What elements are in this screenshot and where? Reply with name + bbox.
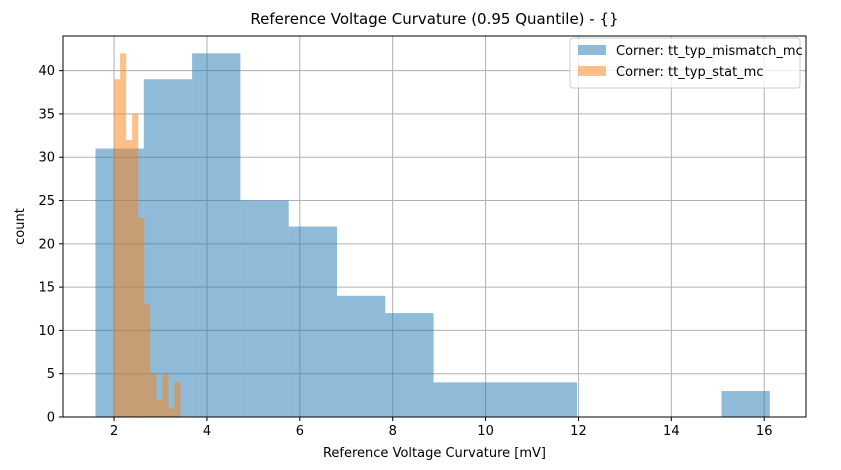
legend-swatch-mismatch — [578, 45, 606, 55]
y-axis-label: count — [13, 208, 28, 245]
bar-stat — [150, 373, 157, 417]
y-tick-label: 35 — [38, 107, 55, 122]
x-tick-label: 14 — [663, 424, 680, 439]
bar-stat — [174, 382, 181, 417]
bar-mismatch — [288, 226, 337, 417]
legend-swatch-stat — [578, 66, 606, 76]
bar-mismatch — [433, 382, 578, 417]
y-tick-label: 30 — [38, 151, 55, 166]
bar-mismatch — [192, 53, 241, 418]
x-tick-label: 10 — [477, 424, 494, 439]
legend: Corner: tt_typ_mismatch_mc Corner: tt_ty… — [569, 37, 803, 89]
x-tick-label: 4 — [203, 424, 211, 439]
y-tick-label: 20 — [38, 237, 55, 252]
bar-stat — [144, 304, 151, 417]
legend-box — [569, 37, 801, 89]
bar-mismatch — [336, 295, 386, 417]
bar-stat — [156, 399, 163, 417]
bar-mismatch — [385, 313, 434, 417]
axes-frame — [62, 35, 807, 418]
y-tick-label: 0 — [47, 411, 55, 426]
chart-title: Reference Voltage Curvature (0.95 Quanti… — [250, 10, 618, 28]
bar-mismatch — [721, 391, 770, 417]
y-tick-label: 5 — [47, 367, 55, 382]
bar-stat — [126, 139, 133, 417]
bar-stat — [162, 373, 169, 417]
x-axis-label: Reference Voltage Curvature [mV] — [323, 446, 546, 461]
x-tick-label: 6 — [296, 424, 304, 439]
bar-stat — [114, 79, 121, 417]
x-tick-label: 12 — [570, 424, 587, 439]
bar-mismatch — [143, 79, 193, 417]
y-tick-label: 25 — [38, 194, 55, 209]
x-tick-label: 16 — [756, 424, 773, 439]
y-axis-ticks: 0 5 10 15 20 25 30 35 40 — [38, 64, 63, 426]
y-tick-label: 15 — [38, 281, 55, 296]
bar-stat — [132, 113, 139, 417]
bar-stat — [120, 53, 127, 418]
x-axis-ticks: 2 4 6 8 10 12 14 16 — [110, 417, 773, 439]
histogram-bars — [95, 53, 770, 418]
legend-label-mismatch: Corner: tt_typ_mismatch_mc — [616, 44, 803, 59]
legend-label-stat: Corner: tt_typ_stat_mc — [616, 65, 764, 80]
y-tick-label: 40 — [38, 64, 55, 79]
x-tick-label: 8 — [389, 424, 397, 439]
x-tick-label: 2 — [110, 424, 118, 439]
bar-stat — [168, 408, 175, 417]
y-tick-label: 10 — [38, 324, 55, 339]
bar-stat — [138, 217, 145, 417]
bar-mismatch — [240, 200, 289, 417]
